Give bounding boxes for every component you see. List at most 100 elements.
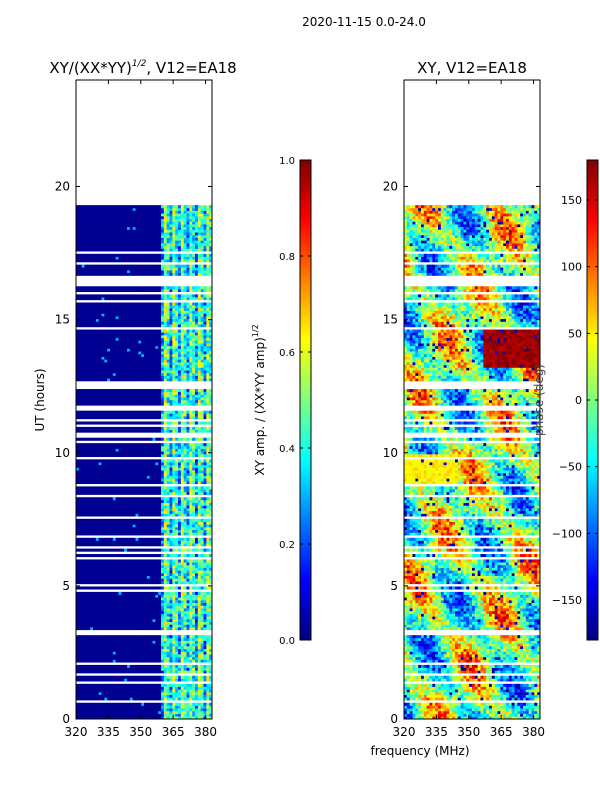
heatmap-cell xyxy=(115,575,119,579)
heatmap-cell xyxy=(149,478,153,482)
heatmap-cell xyxy=(200,645,204,650)
heatmap-cell xyxy=(166,467,170,471)
heatmap-cell xyxy=(98,489,102,493)
heatmap-cell xyxy=(163,475,168,479)
heatmap-cell xyxy=(81,591,85,595)
heatmap-cell xyxy=(144,564,148,568)
heatmap-cell xyxy=(166,532,170,536)
left-panel: XY/(XX*YY)1/2, V12=EA18 320 335 350 365 3800… xyxy=(33,59,237,739)
heatmap-cell xyxy=(76,667,80,671)
heatmap-cell xyxy=(90,586,94,590)
heatmap-cell xyxy=(183,548,187,552)
heatmap-cell xyxy=(118,664,122,668)
heatmap-cell xyxy=(115,713,119,717)
heatmap-cell xyxy=(104,399,108,403)
heatmap-cell xyxy=(104,648,108,652)
heatmap-cell xyxy=(112,602,117,606)
heatmap-cell xyxy=(115,572,119,576)
heatmap-cell xyxy=(189,675,193,679)
heatmap-cell xyxy=(124,499,128,503)
heatmap-cell xyxy=(197,413,202,417)
heatmap-cell xyxy=(141,640,145,644)
heatmap-cell xyxy=(195,478,199,482)
heatmap-cell xyxy=(107,413,111,417)
heatmap-cell xyxy=(195,426,199,430)
heatmap-cell xyxy=(84,600,88,604)
heatmap-cell xyxy=(178,686,182,690)
heatmap-cell xyxy=(98,683,102,687)
heatmap-cell xyxy=(95,667,100,671)
heatmap-cell xyxy=(118,410,122,414)
heatmap-cell xyxy=(138,402,142,406)
heatmap-cell xyxy=(144,651,148,655)
heatmap-cell xyxy=(209,578,213,582)
heatmap-cell xyxy=(183,508,187,512)
heatmap-cell xyxy=(90,489,94,493)
heatmap-cell xyxy=(155,591,159,595)
heatmap-cell xyxy=(178,524,182,528)
heatmap-cell xyxy=(209,713,213,717)
heatmap-cell xyxy=(161,437,165,441)
heatmap-cell xyxy=(76,421,80,425)
heatmap-cell xyxy=(76,683,80,687)
heatmap-cell xyxy=(90,397,94,401)
heatmap-cell xyxy=(76,526,80,531)
heatmap-cell xyxy=(112,608,117,612)
heatmap-cell xyxy=(209,678,213,682)
heatmap-cell xyxy=(93,478,97,482)
heatmap-cell xyxy=(186,410,190,414)
heatmap-cell xyxy=(90,505,94,509)
heatmap-cell xyxy=(203,443,207,447)
heatmap-cell xyxy=(178,705,182,709)
heatmap-cell xyxy=(110,637,114,641)
heatmap-cell xyxy=(132,510,136,514)
heatmap-cell xyxy=(90,678,94,682)
heatmap-cell xyxy=(146,713,151,717)
heatmap-cell xyxy=(206,491,210,495)
heatmap-cell xyxy=(98,678,102,682)
heatmap-cell xyxy=(203,608,207,612)
heatmap-cell xyxy=(81,562,85,566)
heatmap-cell xyxy=(178,394,182,398)
heatmap-cell xyxy=(132,543,136,547)
heatmap-cell xyxy=(81,713,85,717)
heatmap-cell xyxy=(195,389,199,393)
heatmap-cell xyxy=(180,486,185,490)
heatmap-cell xyxy=(118,399,122,403)
heatmap-cell xyxy=(180,513,185,517)
heatmap-cell xyxy=(200,656,204,660)
heatmap-cell xyxy=(209,497,213,501)
heatmap-cell xyxy=(124,532,128,536)
heatmap-cell xyxy=(209,437,213,441)
heatmap-cell xyxy=(152,616,156,620)
heatmap-cell xyxy=(209,559,213,563)
heatmap-cell xyxy=(84,370,88,374)
heatmap-cell xyxy=(93,645,97,650)
heatmap-cell xyxy=(192,575,196,579)
heatmap-cell xyxy=(161,489,165,493)
heatmap-cell xyxy=(129,413,134,417)
heatmap-cell xyxy=(138,624,142,628)
heatmap-cell xyxy=(146,610,151,614)
heatmap-cell xyxy=(104,578,108,582)
heatmap-cell xyxy=(101,643,105,647)
heatmap-cell xyxy=(135,397,139,401)
heatmap-cell xyxy=(90,529,94,533)
heatmap-cell xyxy=(107,518,111,522)
heatmap-cell xyxy=(118,608,122,612)
heatmap-cell xyxy=(138,659,142,663)
heatmap-cell xyxy=(132,616,136,620)
heatmap-cell xyxy=(169,616,173,620)
heatmap-cell xyxy=(107,467,111,471)
heatmap-cell xyxy=(115,416,119,420)
heatmap-cell xyxy=(135,481,139,485)
heatmap-cell xyxy=(104,702,108,706)
heatmap-cell xyxy=(183,378,187,382)
heatmap-cell xyxy=(146,572,151,576)
heatmap-cell xyxy=(132,475,136,479)
left-title-sup: 1/2 xyxy=(132,59,147,69)
heatmap-cell xyxy=(121,510,125,514)
heatmap-cell xyxy=(144,697,148,701)
heatmap-cell xyxy=(195,489,199,493)
heatmap-cell xyxy=(172,445,176,449)
